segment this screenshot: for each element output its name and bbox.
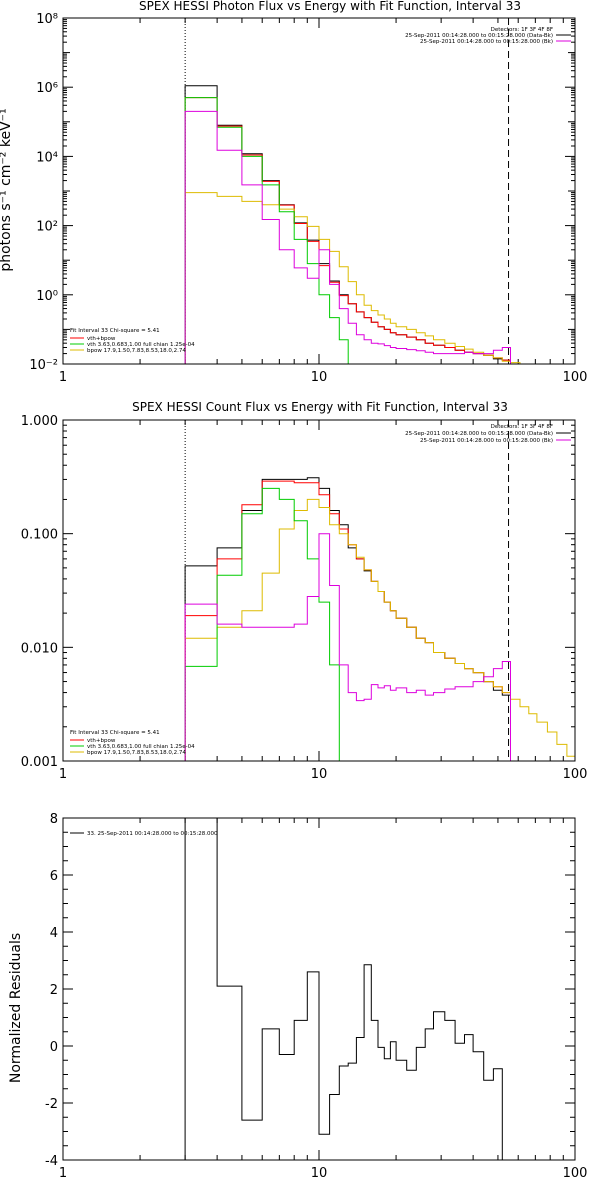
count-legend-bk-interval: 25-Sep-2011 00:14:28.000 to 00:15:28.000… — [420, 438, 553, 444]
count-xtick-label: 1 — [59, 767, 67, 782]
photon-panel-frame — [62, 17, 576, 365]
count-panel-frame — [62, 419, 576, 762]
count-legend-total: vth+bpow — [87, 738, 116, 744]
photon-panel-marks — [184, 18, 537, 364]
residuals-xtick-label: 100 — [563, 1166, 588, 1181]
residuals-ytick-label: 2 — [50, 983, 58, 998]
photon-panel-legend: Detectors: 1F 3F 4F 8F 25-Sep-2011 00:14… — [70, 27, 571, 354]
residuals-ytick-label: 6 — [50, 869, 58, 884]
residuals-ytick-label: 8 — [50, 812, 58, 827]
residuals-xtick-label: 1 — [59, 1166, 67, 1181]
photon-xtick-label: 100 — [563, 370, 588, 385]
residuals-panel-marks — [184, 818, 503, 1160]
residuals-ytick-label: 4 — [50, 926, 58, 941]
photon-ytick-label: 10⁰ — [36, 289, 58, 304]
photon-panel-ticks: 1 10 100 10⁻² 10⁰ 10² 10⁴ 10⁶ 10⁸ — [29, 12, 587, 385]
photon-panel-title: SPEX HESSI Photon Flux vs Energy with Fi… — [139, 0, 521, 13]
count-xtick-label: 10 — [311, 767, 328, 782]
residuals-panel-legend: 33. 25-Sep-2011 00:14:28.000 to 00:15:28… — [70, 831, 218, 837]
photon-series-vth_fit — [184, 97, 357, 364]
residuals-panel-ylabel: Normalized Residuals — [8, 933, 24, 1083]
count-panel-legend: Detectors: 1F 3F 4F 8F 25-Sep-2011 00:14… — [70, 424, 571, 756]
count-flux-panel: SPEX HESSI Count Flux vs Energy with Fit… — [21, 400, 588, 782]
photon-legend-fit-interval: Fit Interval 33 Chi-square = 5.41 — [70, 328, 160, 334]
residuals-ytick-label: 0 — [50, 1040, 58, 1055]
photon-series-group — [184, 18, 537, 364]
count-ytick-label: 0.001 — [21, 755, 58, 770]
photon-legend-bpow: bpow 17.9,1.50,7.83,8.53,18.0,2.74 — [87, 348, 186, 354]
count-panel-title: SPEX HESSI Count Flux vs Energy with Fit… — [132, 400, 508, 414]
count-series-background — [184, 533, 511, 761]
photon-legend-data-interval: 25-Sep-2011 00:14:28.000 to 00:15:28.000… — [405, 33, 553, 39]
residuals-xtick-label: 10 — [311, 1166, 328, 1181]
residuals-series-group — [184, 818, 503, 1160]
residuals-legend-label: 33. 25-Sep-2011 00:14:28.000 to 00:15:28… — [87, 831, 218, 837]
photon-flux-panel: SPEX HESSI Photon Flux vs Energy with Fi… — [0, 0, 587, 385]
count-legend-fit-interval: Fit Interval 33 Chi-square = 5.41 — [70, 730, 160, 736]
photon-series-background — [184, 110, 511, 364]
residuals-residual-series — [184, 818, 503, 1160]
residuals-ytick-label: -2 — [45, 1097, 58, 1112]
photon-ytick-label: 10⁶ — [36, 81, 58, 96]
count-xtick-label: 100 — [563, 767, 588, 782]
count-panel-ticks: 1 10 100 0.001 0.010 0.100 1.000 — [21, 414, 588, 782]
residuals-ytick-label: -4 — [45, 1154, 58, 1169]
photon-ytick-label: 10⁻² — [29, 358, 58, 373]
photon-legend-detectors: Detectors: 1F 3F 4F 8F — [491, 27, 553, 33]
count-legend-vth: vth 3.63,0.683,1.00 full chian 1.25e-04 — [87, 744, 195, 750]
photon-legend-total: vth+bpow — [87, 336, 116, 342]
residuals-panel-frame — [62, 817, 576, 1161]
count-series-bpow_fit — [184, 498, 575, 761]
count-series-group — [184, 420, 575, 761]
count-ytick-label: 1.000 — [21, 414, 58, 429]
photon-xtick-label: 10 — [311, 370, 328, 385]
count-legend-detectors: Detectors: 1F 3F 4F 8F — [491, 424, 553, 430]
count-panel-marks — [184, 420, 575, 761]
photon-ytick-label: 10² — [36, 220, 58, 235]
count-legend-data-interval: 25-Sep-2011 00:14:28.000 to 00:15:28.000… — [405, 431, 553, 437]
count-series-vth_fit — [184, 487, 349, 761]
photon-legend-vth: vth 3.63,0.683,1.00 full chian 1.25e-04 — [87, 342, 195, 348]
photon-ytick-label: 10⁸ — [36, 12, 58, 27]
photon-legend-bk-interval: 25-Sep-2011 00:14:28.000 to 00:15:28.000… — [420, 39, 553, 45]
count-ytick-label: 0.100 — [21, 528, 58, 543]
count-ytick-label: 0.010 — [21, 641, 58, 656]
count-legend-bpow: bpow 17.9,1.50,7.83,8.53,18.0,2.74 — [87, 750, 186, 756]
photon-panel-ylabel: photons s⁻¹ cm⁻² keV⁻¹ — [0, 108, 14, 271]
photon-ytick-label: 10⁴ — [36, 150, 58, 165]
residuals-panel: Normalized Residuals 1 10 100 -4 -2 0 2 4 6 8 33.… — [8, 812, 587, 1181]
photon-xtick-label: 1 — [59, 370, 67, 385]
